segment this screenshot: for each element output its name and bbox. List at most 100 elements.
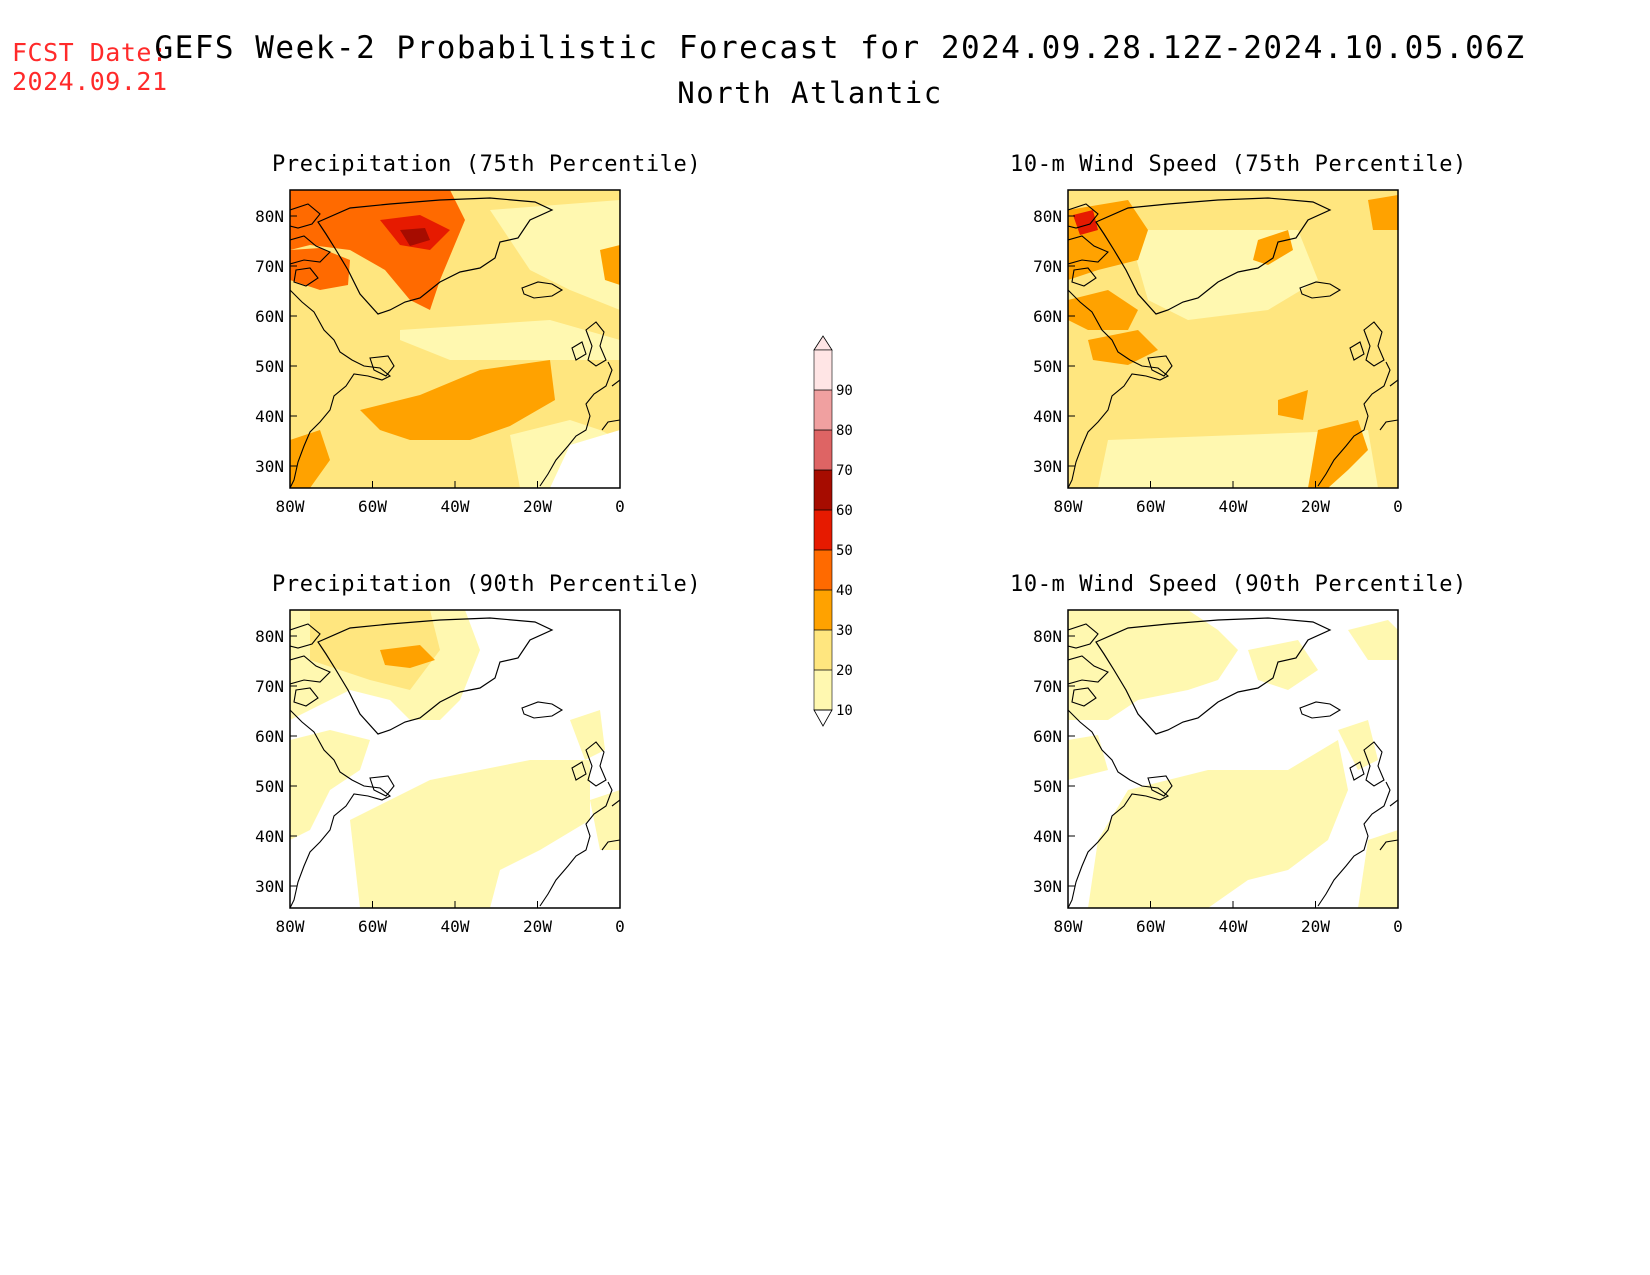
panel-title-wind-90: 10-m Wind Speed (90th Percentile) [1010, 572, 1467, 597]
colorbar-segment [814, 590, 832, 630]
lon-label: 0 [615, 917, 625, 936]
lon-label: 80W [276, 917, 305, 936]
lat-label: 80N [1033, 627, 1062, 646]
lon-label: 80W [276, 497, 305, 516]
panel-title-wind-75: 10-m Wind Speed (75th Percentile) [1010, 152, 1467, 177]
colorbar-label: 20 [836, 663, 853, 679]
shading-region [290, 430, 330, 488]
lat-label: 30N [1033, 457, 1062, 476]
lat-label: 50N [1033, 357, 1062, 376]
lon-label: 20W [523, 917, 552, 936]
shading-region [360, 360, 555, 440]
colorbar-segment [814, 350, 832, 390]
shading-region [1253, 230, 1293, 265]
lon-label: 0 [1393, 917, 1403, 936]
colorbar-segment [814, 510, 832, 550]
lon-label: 60W [358, 497, 387, 516]
shading-region [550, 430, 620, 488]
lat-label: 30N [255, 877, 284, 896]
map-panel-wind-90: 80N 70N 60N 50N 40N 30N 80W 60W 40W 20W 0 [1033, 609, 1403, 936]
lat-label: 80N [1033, 207, 1062, 226]
lon-label: 40W [441, 917, 470, 936]
lat-label: 70N [255, 677, 284, 696]
shading-region [1358, 830, 1398, 908]
colorbar-label: 80 [836, 423, 853, 439]
shading-region [1068, 610, 1238, 720]
lat-label: 80N [255, 627, 284, 646]
lat-label: 60N [1033, 307, 1062, 326]
shading-region [570, 710, 605, 760]
shading-region [1088, 330, 1158, 365]
panel-title-precip-90: Precipitation (90th Percentile) [272, 572, 702, 597]
colorbar-label: 50 [836, 543, 853, 559]
shading-region [1073, 210, 1098, 235]
page-title: GEFS Week-2 Probabilistic Forecast for 2… [154, 30, 1526, 66]
colorbar-label: 30 [836, 623, 853, 639]
lon-label: 0 [615, 497, 625, 516]
forecast-date: FCST Date: 2024.09.21 [12, 38, 168, 96]
shading-region [490, 200, 620, 310]
colorbar-label: 60 [836, 503, 853, 519]
colorbar-cap-bottom [813, 709, 833, 727]
colorbar-segment [814, 550, 832, 590]
lon-label: 20W [1301, 497, 1330, 516]
colorbar-label: 10 [836, 703, 853, 719]
lat-label: 30N [1033, 877, 1062, 896]
lon-label: 60W [1136, 917, 1165, 936]
shading-region [1068, 735, 1108, 780]
shading-region [1348, 620, 1398, 660]
lat-label: 40N [255, 827, 284, 846]
colorbar-label: 90 [836, 383, 853, 399]
colorbar-cap-top [813, 335, 833, 351]
lon-label: 20W [523, 497, 552, 516]
map-panel-precip-90: 80N 70N 60N 50N 40N 30N 80W 60W 40W 20W 0 [255, 609, 625, 936]
lat-label: 70N [1033, 677, 1062, 696]
lon-label: 80W [1054, 497, 1083, 516]
colorbar-label: 40 [836, 583, 853, 599]
lat-label: 70N [255, 257, 284, 276]
shading-region [310, 610, 440, 690]
lat-label: 30N [255, 457, 284, 476]
colorbar-segment [814, 430, 832, 470]
lat-label: 40N [1033, 827, 1062, 846]
shading-region [1098, 430, 1378, 488]
lon-label: 60W [358, 917, 387, 936]
lon-label: 40W [1219, 497, 1248, 516]
map-panel-wind-75: 80N 70N 60N 50N 40N 30N 80W 60W 40W 20W 0 [1033, 189, 1403, 516]
shading-region [400, 228, 430, 246]
shading-region [380, 645, 435, 668]
lon-label: 40W [1219, 917, 1248, 936]
colorbar-segment [814, 470, 832, 510]
shading-region [1068, 290, 1138, 330]
lat-label: 60N [1033, 727, 1062, 746]
lat-label: 50N [1033, 777, 1062, 796]
shading-region [400, 320, 620, 360]
shading-region [1248, 640, 1318, 690]
shading-region [1338, 720, 1378, 770]
colorbar-label: 70 [836, 463, 853, 479]
panel-title-precip-75: Precipitation (75th Percentile) [272, 152, 702, 177]
colorbar-segment [814, 670, 832, 710]
shading-region [290, 730, 370, 840]
lat-label: 50N [255, 777, 284, 796]
fcst-date-value: 2024.09.21 [12, 67, 168, 96]
lon-label: 0 [1393, 497, 1403, 516]
shading-region [1088, 740, 1348, 908]
lat-label: 70N [1033, 257, 1062, 276]
map-panel-precip-75: 80N 70N 60N 50N 40N 30N 80W 60W 40W 20W 0 [255, 189, 625, 516]
lat-label: 50N [255, 357, 284, 376]
lat-label: 40N [255, 407, 284, 426]
region-subtitle: North Atlantic [677, 76, 943, 110]
lat-label: 80N [255, 207, 284, 226]
shading-region [1278, 390, 1308, 420]
colorbar: 10 20 30 40 50 60 70 80 90 [813, 335, 853, 727]
shading-region [600, 245, 620, 285]
lon-label: 60W [1136, 497, 1165, 516]
shading-region [350, 760, 590, 908]
lon-label: 80W [1054, 917, 1083, 936]
lat-label: 60N [255, 727, 284, 746]
fcst-label: FCST Date: [12, 38, 168, 67]
colorbar-segment [814, 630, 832, 670]
lon-label: 20W [1301, 917, 1330, 936]
